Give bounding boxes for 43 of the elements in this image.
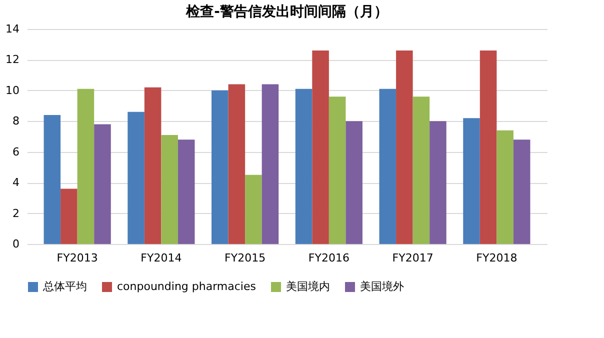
bar [412,96,430,244]
legend-label: 总体平均 [42,280,87,293]
y-tick-label: 12 [6,53,20,66]
legend-label: conpounding pharmacies [117,280,256,293]
bar [463,118,480,244]
chart-title: 检查-警告信发出时间间隔（月） [185,4,388,20]
bar [328,96,346,244]
bar [295,88,312,244]
bar [346,121,362,244]
bar [128,112,144,244]
y-tick-label: 14 [6,22,20,36]
y-tick-label: 8 [12,114,20,128]
bar [212,90,228,244]
x-tick-label: FY2018 [476,252,518,264]
bar [44,115,61,244]
bar [161,134,178,244]
bar [496,130,514,244]
bar [178,140,195,244]
x-tick-label: FY2014 [140,252,182,264]
bar [94,124,111,244]
bar [144,87,162,244]
y-tick-label: 4 [12,176,20,190]
legend-label: 美国境外 [360,280,404,293]
y-tick-label: 2 [12,206,20,220]
y-tick-label: 10 [6,84,20,97]
bar [60,188,78,244]
bar [513,140,530,244]
bar [379,88,396,244]
x-tick-label: FY2013 [56,252,98,264]
bar [77,88,94,244]
legend-label: 美国境内 [286,280,330,293]
x-tick-label: FY2016 [308,252,350,264]
bar [480,50,497,244]
bar [430,121,446,244]
y-tick-label: 0 [12,238,20,250]
bar [262,84,279,244]
x-tick-label: FY2015 [224,252,266,264]
bar [245,174,262,244]
x-tick-label: FY2017 [392,252,434,264]
bar [312,50,329,244]
bar [396,50,413,244]
y-tick-label: 6 [12,145,20,158]
bar [228,84,246,244]
